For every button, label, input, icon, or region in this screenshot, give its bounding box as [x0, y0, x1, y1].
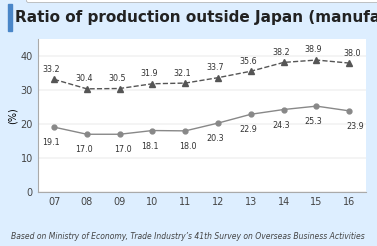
Text: 32.1: 32.1 [174, 69, 192, 77]
Text: 24.3: 24.3 [272, 121, 290, 130]
Text: Based on Ministry of Economy, Trade Industry’s 41th Survey on Overseas Business : Based on Ministry of Economy, Trade Indu… [11, 232, 365, 241]
Text: 31.9: 31.9 [141, 69, 159, 78]
Text: 35.6: 35.6 [239, 57, 257, 66]
Text: 38.0: 38.0 [343, 48, 361, 58]
Text: 20.3: 20.3 [207, 134, 224, 143]
Text: 17.0: 17.0 [113, 145, 131, 154]
Legend: Based on companies with overseas affiliates, Based on all domestic companies: Based on companies with overseas affilia… [26, 0, 377, 2]
Text: 25.3: 25.3 [305, 117, 323, 126]
Text: 38.9: 38.9 [305, 46, 323, 54]
Text: 33.2: 33.2 [43, 65, 60, 74]
Text: 17.0: 17.0 [75, 145, 93, 154]
Text: 30.4: 30.4 [75, 74, 93, 83]
Text: 33.7: 33.7 [207, 63, 224, 72]
Text: 19.1: 19.1 [43, 138, 60, 147]
Text: 30.5: 30.5 [108, 74, 126, 83]
Text: 22.9: 22.9 [239, 125, 257, 134]
Text: 18.0: 18.0 [179, 142, 197, 151]
Text: 23.9: 23.9 [346, 122, 364, 131]
Text: 38.2: 38.2 [272, 48, 290, 57]
Text: Ratio of production outside Japan (manufacturing sector): Ratio of production outside Japan (manuf… [15, 10, 377, 25]
Y-axis label: (%): (%) [8, 107, 18, 124]
Bar [8, 4, 12, 31]
Text: 18.1: 18.1 [141, 142, 158, 151]
